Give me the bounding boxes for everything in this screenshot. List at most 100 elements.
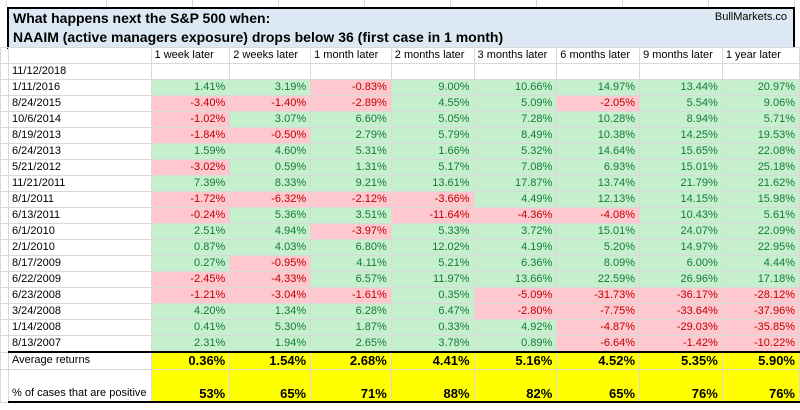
return-cell[interactable]: 19.53% <box>721 127 800 144</box>
return-cell[interactable]: 14.64% <box>556 143 641 160</box>
return-cell[interactable]: 5.36% <box>229 207 312 224</box>
return-cell[interactable]: 6.00% <box>639 255 723 272</box>
return-cell[interactable]: 14.97% <box>556 79 641 96</box>
date-cell[interactable]: 3/24/2008 <box>8 303 152 320</box>
return-cell[interactable]: 7.28% <box>473 111 558 128</box>
return-cell[interactable]: 11.97% <box>390 271 475 288</box>
return-cell[interactable]: 0.35% <box>390 287 475 304</box>
return-cell[interactable]: 13.44% <box>639 79 723 96</box>
return-cell[interactable]: -6.32% <box>229 191 312 208</box>
return-cell[interactable]: 22.59% <box>556 271 641 288</box>
return-cell[interactable]: 0.41% <box>150 319 231 336</box>
return-cell[interactable]: -1.42% <box>639 335 723 353</box>
percent-positive-label[interactable]: % of cases that are positive <box>8 368 152 403</box>
return-cell[interactable] <box>473 63 558 80</box>
return-cell[interactable]: 1.41% <box>150 79 231 96</box>
return-cell[interactable]: -36.17% <box>639 287 723 304</box>
return-cell[interactable]: 1.66% <box>390 143 475 160</box>
return-cell[interactable]: -3.97% <box>310 223 392 240</box>
return-cell[interactable]: 12.02% <box>390 239 475 256</box>
return-cell[interactable]: 5.09% <box>473 95 558 112</box>
return-cell[interactable]: 5.32% <box>473 143 558 160</box>
return-cell[interactable]: 25.18% <box>721 159 800 176</box>
return-cell[interactable]: 2.65% <box>310 335 392 353</box>
percent-positive-cell[interactable]: 76% <box>721 368 800 403</box>
return-cell[interactable]: 9.06% <box>721 95 800 112</box>
date-cell[interactable]: 1/14/2008 <box>8 319 152 336</box>
date-cell[interactable]: 6/24/2013 <box>8 143 152 160</box>
return-cell[interactable]: 5.20% <box>556 239 641 256</box>
return-cell[interactable]: 0.59% <box>229 159 312 176</box>
return-cell[interactable]: -1.84% <box>150 127 231 144</box>
return-cell[interactable] <box>390 63 475 80</box>
date-cell[interactable]: 8/19/2013 <box>8 127 152 144</box>
return-cell[interactable]: 5.61% <box>721 207 800 224</box>
return-cell[interactable]: 1.34% <box>229 303 312 320</box>
return-cell[interactable]: 4.94% <box>229 223 312 240</box>
return-cell[interactable]: 0.87% <box>150 239 231 256</box>
return-cell[interactable]: 21.79% <box>639 175 723 192</box>
percent-positive-cell[interactable]: 65% <box>556 368 641 403</box>
return-cell[interactable]: 4.44% <box>721 255 800 272</box>
return-cell[interactable] <box>310 63 392 80</box>
date-cell[interactable]: 2/1/2010 <box>8 239 152 256</box>
return-cell[interactable]: 13.66% <box>473 271 558 288</box>
return-cell[interactable]: 13.61% <box>390 175 475 192</box>
return-cell[interactable]: 4.20% <box>150 303 231 320</box>
date-cell[interactable]: 6/23/2008 <box>8 287 152 304</box>
average-cell[interactable]: 2.68% <box>310 351 392 370</box>
date-cell[interactable]: 10/6/2014 <box>8 111 152 128</box>
return-cell[interactable]: 13.74% <box>556 175 641 192</box>
return-cell[interactable]: 4.11% <box>310 255 392 272</box>
return-cell[interactable]: 12.13% <box>556 191 641 208</box>
return-cell[interactable]: -6.64% <box>556 335 641 353</box>
return-cell[interactable]: 1.87% <box>310 319 392 336</box>
return-cell[interactable]: -3.04% <box>229 287 312 304</box>
date-cell[interactable]: 6/22/2009 <box>8 271 152 288</box>
average-cell[interactable]: 5.16% <box>473 351 558 370</box>
return-cell[interactable]: 0.89% <box>473 335 558 353</box>
return-cell[interactable]: 4.55% <box>390 95 475 112</box>
return-cell[interactable]: 26.96% <box>639 271 723 288</box>
return-cell[interactable]: -4.36% <box>473 207 558 224</box>
return-cell[interactable]: -7.75% <box>556 303 641 320</box>
column-header[interactable]: 1 month later <box>310 47 392 64</box>
return-cell[interactable]: 5.17% <box>390 159 475 176</box>
return-cell[interactable]: 10.38% <box>556 127 641 144</box>
return-cell[interactable]: -4.87% <box>556 319 641 336</box>
return-cell[interactable]: 5.31% <box>310 143 392 160</box>
return-cell[interactable]: 4.92% <box>473 319 558 336</box>
return-cell[interactable]: 2.79% <box>310 127 392 144</box>
return-cell[interactable]: 17.87% <box>473 175 558 192</box>
return-cell[interactable]: 6.36% <box>473 255 558 272</box>
return-cell[interactable]: 5.21% <box>390 255 475 272</box>
column-header[interactable]: 2 weeks later <box>229 47 312 64</box>
return-cell[interactable]: -3.02% <box>150 159 231 176</box>
date-cell[interactable]: 1/11/2016 <box>8 79 152 96</box>
return-cell[interactable]: -0.95% <box>229 255 312 272</box>
return-cell[interactable] <box>639 63 723 80</box>
date-cell[interactable]: 11/21/2011 <box>8 175 152 192</box>
return-cell[interactable]: 3.51% <box>310 207 392 224</box>
return-cell[interactable]: 4.03% <box>229 239 312 256</box>
return-cell[interactable]: 10.43% <box>639 207 723 224</box>
return-cell[interactable]: 5.30% <box>229 319 312 336</box>
return-cell[interactable]: 24.07% <box>639 223 723 240</box>
return-cell[interactable]: -0.24% <box>150 207 231 224</box>
return-cell[interactable]: 5.71% <box>721 111 800 128</box>
return-cell[interactable]: -5.09% <box>473 287 558 304</box>
return-cell[interactable]: 14.25% <box>639 127 723 144</box>
average-returns-label[interactable]: Average returns <box>8 351 152 370</box>
column-header[interactable]: 1 year later <box>721 47 800 64</box>
date-cell[interactable]: 5/21/2012 <box>8 159 152 176</box>
return-cell[interactable]: 15.65% <box>639 143 723 160</box>
percent-positive-cell[interactable]: 65% <box>229 368 312 403</box>
return-cell[interactable]: 2.31% <box>150 335 231 353</box>
return-cell[interactable]: -11.64% <box>390 207 475 224</box>
date-cell[interactable]: 6/13/2011 <box>8 207 152 224</box>
return-cell[interactable]: 15.01% <box>639 159 723 176</box>
return-cell[interactable]: 4.19% <box>473 239 558 256</box>
date-cell[interactable]: 8/13/2007 <box>8 335 152 353</box>
column-header[interactable]: 3 months later <box>473 47 558 64</box>
return-cell[interactable]: -29.03% <box>639 319 723 336</box>
